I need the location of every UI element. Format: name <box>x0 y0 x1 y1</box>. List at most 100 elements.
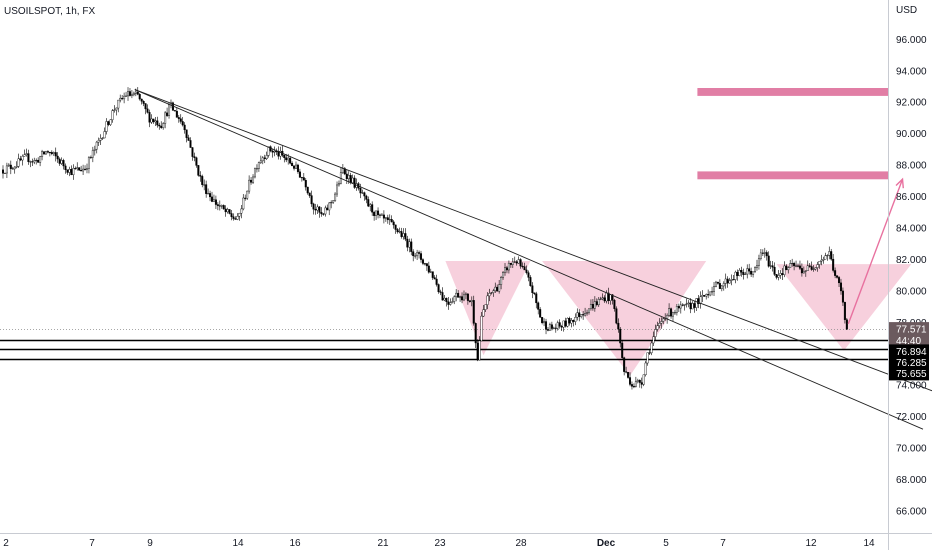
x-tick-label: 23 <box>434 538 446 549</box>
candle-body <box>722 283 725 287</box>
candle-152 <box>296 163 299 174</box>
candle-415 <box>810 261 813 271</box>
candle-body <box>687 302 690 304</box>
candle-body <box>420 253 423 260</box>
candle-body <box>777 275 780 278</box>
candle-body <box>138 94 141 100</box>
candle-body <box>226 209 229 213</box>
candle-body <box>568 318 571 324</box>
candle-body <box>285 157 288 161</box>
candle-body <box>19 158 22 161</box>
candle-76 <box>148 109 151 128</box>
candle-body <box>826 255 829 257</box>
candle-304 <box>593 296 596 312</box>
candle-body <box>586 312 589 314</box>
candle-body <box>84 168 87 170</box>
candle-body <box>218 205 221 207</box>
candle-161 <box>314 203 317 215</box>
candle-body <box>85 168 88 170</box>
candle-body <box>714 281 717 287</box>
candle-150 <box>293 165 296 171</box>
candle-71 <box>138 93 141 101</box>
candle-body <box>308 192 311 196</box>
candle-body <box>621 342 624 358</box>
candle-body <box>246 190 249 199</box>
candle-body <box>130 94 133 96</box>
y-tick-label: 80.000 <box>896 286 927 297</box>
candle-body <box>736 271 739 276</box>
candle-55 <box>107 120 110 127</box>
candle-209 <box>408 238 411 253</box>
candle-388 <box>757 254 760 270</box>
candle-104 <box>203 179 206 191</box>
candle-body <box>211 196 214 202</box>
candle-body <box>203 184 206 186</box>
candle-370 <box>722 281 725 291</box>
candle-224 <box>437 283 440 294</box>
candle-body <box>181 121 184 126</box>
candle-389 <box>759 249 762 261</box>
price-badge-label: 77.571 <box>896 325 927 336</box>
candle-body <box>730 279 733 281</box>
candle-156 <box>304 178 307 191</box>
candle-32 <box>62 158 65 170</box>
candle-424 <box>828 246 831 260</box>
candle-34 <box>66 169 69 175</box>
candle-body <box>367 199 370 207</box>
candle-body <box>783 265 786 275</box>
candle-body <box>562 320 565 328</box>
candle-300 <box>586 309 589 316</box>
candle-105 <box>205 180 208 198</box>
price-axis[interactable]: 66.00068.00070.00072.00074.00076.00078.0… <box>896 35 927 518</box>
candle-body <box>287 157 290 161</box>
candle-260 <box>507 260 510 274</box>
candle-15 <box>29 160 32 168</box>
candle-264 <box>515 260 518 266</box>
candle-208 <box>406 235 409 252</box>
candle-236 <box>461 292 464 304</box>
candle-274 <box>535 291 538 309</box>
candle-72 <box>140 98 143 105</box>
candle-body <box>785 265 788 271</box>
trendlines <box>134 89 932 430</box>
time-axis[interactable]: 2 7 9 14 16 21 23 28 Dec 5 7 12 14 <box>3 538 875 549</box>
candle-19 <box>37 157 40 163</box>
candle-body <box>144 103 147 110</box>
candle-276 <box>539 307 542 318</box>
candle-333 <box>650 340 653 356</box>
candle-269 <box>525 265 528 275</box>
candle-12 <box>23 149 26 157</box>
candle-2 <box>3 172 6 174</box>
candle-body <box>650 342 653 354</box>
candle-body <box>755 265 758 268</box>
x-tick-label: 21 <box>377 538 389 549</box>
candle-body <box>707 294 710 296</box>
candle-body <box>295 164 298 169</box>
candle-221 <box>431 271 434 280</box>
candle-body <box>609 294 612 301</box>
candle-132 <box>257 161 260 172</box>
candle-body <box>322 213 325 215</box>
candle-body <box>816 264 819 268</box>
candle-body <box>808 265 811 267</box>
candle-37 <box>72 164 75 180</box>
candle-45 <box>87 156 90 174</box>
candle-335 <box>654 324 657 341</box>
candle-247 <box>482 304 485 318</box>
candle-83 <box>162 122 165 130</box>
candle-body <box>289 157 292 164</box>
candle-body <box>328 202 331 211</box>
candle-163 <box>318 205 321 218</box>
candle-body <box>382 214 385 219</box>
candle-body <box>701 294 704 298</box>
candle-18 <box>35 158 38 165</box>
candle-193 <box>377 207 380 219</box>
candle-42 <box>82 164 85 175</box>
candle-346 <box>675 303 678 316</box>
candle-285 <box>556 320 559 331</box>
candle-113 <box>220 204 223 209</box>
candle-body <box>146 108 149 113</box>
candle-318 <box>621 339 624 360</box>
candle-body <box>695 298 698 308</box>
